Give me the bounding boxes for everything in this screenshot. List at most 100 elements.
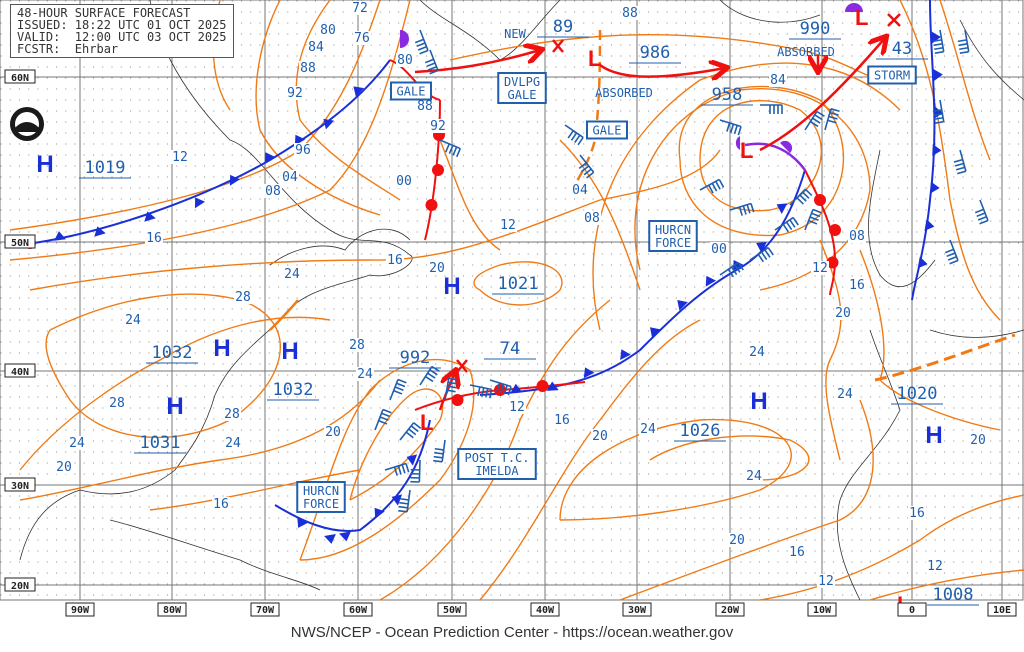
isobar-label: 92 (287, 86, 303, 101)
center-pressure-value: 1021 (498, 274, 539, 294)
cold-front-triangle (229, 174, 241, 186)
cold-front-west (19, 59, 391, 246)
wind-barb-icon (578, 154, 595, 179)
cold-front-triangle (677, 299, 688, 311)
isobar-label-bg (281, 170, 299, 184)
isobar-label-bg (428, 261, 446, 275)
status-label: ABSORBED (777, 45, 835, 59)
isobar-label-bg (748, 345, 766, 359)
isobar-label-bg (834, 306, 852, 320)
isobar-label: 08 (584, 211, 600, 226)
cold-front-triangle (620, 349, 631, 360)
isobar-label: 16 (789, 545, 805, 560)
wind-barb-icon (953, 149, 967, 175)
cold-front-triangle (194, 197, 206, 209)
isobar-label: 20 (56, 460, 72, 475)
wind-barb-icon (932, 29, 945, 54)
lat-label: 20N (11, 581, 29, 592)
wind-barb-icon (398, 489, 411, 513)
cold-front-triangle (649, 327, 661, 338)
wind-barb-icon (760, 104, 783, 114)
warm-front-semicircle (451, 394, 464, 406)
isobar-label: 80 (397, 53, 413, 68)
cold-front-triangle (924, 219, 935, 231)
isobar-label: 08 (849, 229, 865, 244)
warning-label-box (586, 120, 628, 140)
header-issued: ISSUED: 18:22 UTC 01 OCT 2025 (17, 18, 227, 32)
wind-barb-icon (974, 199, 989, 225)
high-pressure-symbol: H (925, 422, 942, 449)
lon-label: 10W (813, 605, 832, 616)
isobar-label-bg (124, 313, 142, 327)
cold-front-triangle (932, 144, 942, 156)
isobar-label: 20 (325, 425, 341, 440)
wind-barb-icon (384, 462, 410, 476)
cold-front-triangle (930, 181, 940, 194)
lon-label: 40W (536, 605, 555, 616)
isobar-label: 16 (387, 253, 403, 268)
wind-barb-icon (824, 108, 840, 131)
isobar-label: 24 (749, 345, 765, 360)
high-pressure-symbol: H (36, 151, 53, 178)
lon-label-box (250, 602, 280, 617)
isobar-label: 28 (224, 407, 240, 422)
wind-barb-icon (444, 377, 458, 401)
isobar-label: 28 (109, 396, 125, 411)
warning-label: GALE (593, 124, 622, 138)
warm-front-semicircle (432, 164, 444, 176)
wind-barb-icon (774, 216, 799, 233)
warm-front-semicircle (826, 256, 839, 269)
isobar-label: 88 (417, 99, 433, 114)
lon-label-box (807, 602, 837, 617)
isobar-label: 16 (849, 278, 865, 293)
cold-front-triangle (705, 275, 717, 287)
warning-label: DVLPG (504, 75, 540, 89)
high-pressure-symbol: H (166, 393, 183, 420)
status-label: ABSORBED (595, 86, 653, 100)
lon-label: 10E (993, 605, 1011, 616)
center-pressure-value: 1032 (152, 343, 193, 363)
footer-credit: NWS/NCEP - Ocean Prediction Center - htt… (290, 624, 734, 641)
track-arrow (414, 50, 540, 74)
high-pressure-symbol: H (750, 388, 767, 415)
lon-label: 20W (721, 605, 740, 616)
warning-label: STORM (874, 69, 910, 83)
isobar-label-bg (108, 396, 126, 410)
isobar-label-bg (621, 6, 639, 20)
isobar-label-bg (811, 261, 829, 275)
warning-label: POST T.C. (464, 451, 529, 465)
isobar-label: 24 (837, 387, 853, 402)
isobar-label: 08 (265, 184, 281, 199)
center-pressure-value: 43 (892, 39, 912, 59)
wind-barb-icon (374, 408, 392, 431)
isobar-label: 24 (640, 422, 656, 437)
wind-barb-icon (957, 29, 970, 54)
wind-barb-icon (804, 208, 822, 231)
cold-front-triangle (406, 454, 418, 466)
warm-front-semicircle (536, 380, 549, 392)
cold-front-triangle (510, 383, 523, 394)
lon-label-box (530, 602, 560, 617)
isobar-label-bg (307, 40, 325, 54)
cold-front-triangle (732, 259, 744, 271)
occluded-front (744, 142, 806, 171)
center-pressure-value: 990 (800, 19, 831, 39)
warm-front-semicircle (425, 199, 438, 211)
high-pressure-symbol: H (213, 335, 230, 362)
cold-front-triangle (546, 381, 559, 391)
lon-label-box (65, 602, 95, 617)
center-pressure-value: 1008 (933, 585, 974, 605)
lon-label-box (157, 602, 187, 617)
center-pressure-value: 958 (712, 85, 743, 105)
center-pressure-value: 992 (400, 348, 431, 368)
fronts (19, 0, 1016, 544)
isobar-label: 24 (357, 367, 373, 382)
isobar-label-bg (223, 407, 241, 421)
cold-front-triangle (776, 203, 788, 214)
lon-label: 60W (349, 605, 368, 616)
wind-barb-icon (399, 422, 422, 441)
lon-label-box (437, 602, 467, 617)
isobar-label-bg (908, 506, 926, 520)
cold-front-triangle (264, 152, 276, 164)
